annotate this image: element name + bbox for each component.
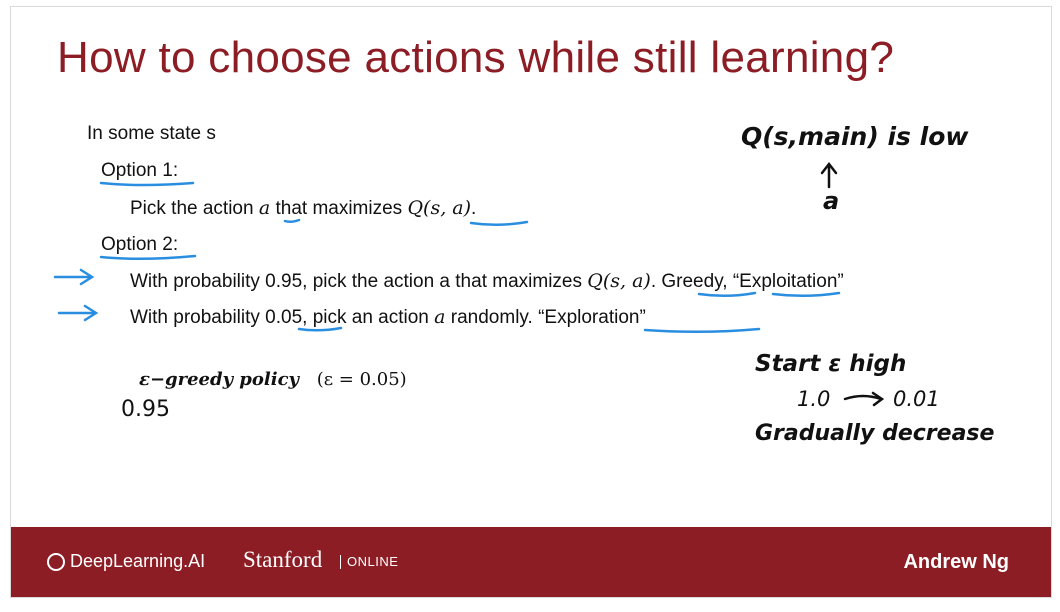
slide-title: How to choose actions while still learni… [57, 33, 895, 82]
option2-label: Option 2: [101, 234, 179, 255]
option1-text: Pick the action a that maximizes Q(s, a)… [130, 197, 476, 220]
eps-from-note: 1.0 [797, 387, 831, 411]
arrow-right-icon [53, 268, 95, 286]
arrow-right-icon [57, 304, 99, 322]
option1-end: . [471, 198, 477, 219]
line1-q: Q(s, a) [587, 270, 651, 292]
line1-text-b: . Greedy, “Exploitation” [650, 271, 844, 292]
prob-005-underline [297, 326, 343, 332]
option1-text-b: that maximizes [275, 198, 403, 219]
state-line: In some state s [87, 123, 216, 144]
brand-logo: DeepLearning.AI [47, 551, 205, 572]
line2-text-b: randomly. “Exploration” [450, 307, 646, 328]
line1-text-a: With probability 0.95, pick the action a… [130, 271, 582, 292]
var-a-underline [283, 218, 301, 224]
deeplearning-logo-icon [47, 552, 65, 571]
stanford-logo: Stanford [243, 547, 323, 572]
option1-text-a: Pick the action [130, 198, 254, 219]
greedy-underline [771, 291, 841, 298]
gradually-note: Gradually decrease [755, 421, 995, 446]
line2-var: a [434, 306, 446, 328]
author-name: Andrew Ng [903, 551, 1009, 573]
q-low-note: Q(s,main) is low [741, 122, 969, 151]
exploration-underline [643, 327, 761, 334]
brand-name: DeepLearning.AI [70, 551, 206, 571]
option2-line2: With probability 0.05, pick an action a … [130, 306, 646, 329]
up-arrow-icon [820, 161, 838, 189]
online-label: ONLINE [340, 555, 398, 569]
option2-underline [99, 254, 197, 261]
option1-underline [99, 181, 195, 187]
slide: How to choose actions while still learni… [10, 6, 1052, 598]
option1-q: Q(s, a) [407, 197, 472, 219]
option1-var: a [258, 197, 271, 219]
q-underline-2 [697, 291, 757, 297]
arrow-var-note: a [823, 187, 840, 215]
q-underline-1 [469, 220, 529, 226]
option1-label: Option 1: [101, 160, 179, 181]
footer-bar: DeepLearning.AI Stanford ONLINE Andrew N… [11, 527, 1051, 597]
policy-value-note: 0.95 [121, 397, 170, 422]
eps-arrow-icon [843, 391, 885, 407]
policy-eps: (ε = 0.05) [316, 369, 407, 390]
start-eps-note: Start ε high [755, 351, 907, 377]
policy-name: ε−greedy policy [139, 369, 299, 390]
option2-line1: With probability 0.95, pick the action a… [130, 270, 844, 293]
eps-to-note: 0.01 [893, 387, 940, 411]
policy-label: ε−greedy policy (ε = 0.05) [139, 369, 407, 390]
annotation-ink [53, 161, 885, 407]
line2-text-a: With probability 0.05, pick an action [130, 307, 429, 328]
